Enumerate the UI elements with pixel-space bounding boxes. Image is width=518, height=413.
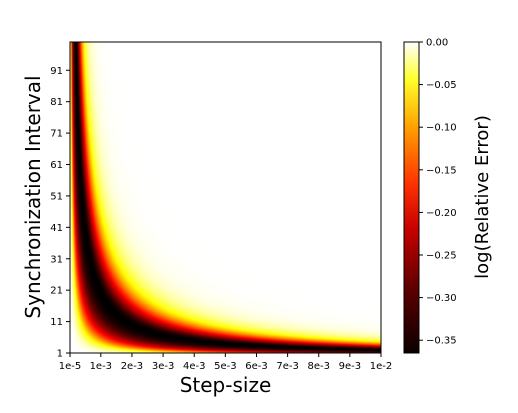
x-tick-label: 1e-2 bbox=[370, 361, 393, 372]
x-axis: 1e-5 1e-3 2e-3 3e-3 4e-3 5e-3 6e-3 7e-3 8e-3 9e-3… bbox=[59, 353, 393, 372]
x-tick-label: 1e-5 bbox=[59, 361, 82, 372]
colorbar: 0.00−0.05−0.10−0.15−0.20−0.25−0.30−0.35 … bbox=[403, 38, 493, 354]
plot-area bbox=[70, 42, 381, 353]
x-tick-label: 9e-3 bbox=[339, 361, 362, 372]
x-tick-label: 5e-3 bbox=[214, 361, 237, 372]
colorbar-label: log(Relative Error) bbox=[472, 115, 493, 279]
colorbar-ticks: 0.00 −0.05 −0.10 −0.15 −0.20 −0.25 −0.30 −0.35 bbox=[419, 38, 457, 347]
colorbar-tick-label: −0.15 bbox=[426, 165, 457, 176]
x-tick-label: 1e-3 bbox=[90, 361, 113, 372]
colorbar-tick-label: −0.30 bbox=[426, 293, 457, 304]
y-axis-label: Synchronization Interval bbox=[21, 75, 45, 318]
x-tick-label: 8e-3 bbox=[307, 361, 330, 372]
colorbar-tick-label: 0.00 bbox=[426, 38, 448, 49]
x-tick-label: 3e-3 bbox=[152, 361, 175, 372]
y-tick-label: 81 bbox=[50, 97, 63, 108]
y-tick-label: 1 bbox=[57, 349, 63, 360]
colorbar-gradient bbox=[403, 41, 420, 354]
y-tick-label: 51 bbox=[50, 191, 63, 202]
colorbar-tick-label: −0.10 bbox=[426, 123, 457, 134]
y-tick-label: 71 bbox=[50, 129, 63, 140]
colorbar-tick-label: −0.05 bbox=[426, 80, 457, 91]
colorbar-tick-label: −0.35 bbox=[426, 336, 457, 347]
y-tick-label: 31 bbox=[50, 254, 63, 265]
y-tick-label: 91 bbox=[50, 66, 63, 77]
x-axis-label: Step-size bbox=[180, 373, 272, 397]
x-tick-label: 2e-3 bbox=[121, 361, 144, 372]
y-tick-label: 11 bbox=[50, 317, 63, 328]
heatmap-image bbox=[70, 42, 381, 353]
y-tick-label: 21 bbox=[50, 286, 63, 297]
colorbar-tick-label: −0.25 bbox=[426, 251, 457, 262]
colorbar-tick-label: −0.20 bbox=[426, 208, 457, 219]
x-tick-label: 4e-3 bbox=[183, 361, 206, 372]
x-tick-label: 6e-3 bbox=[245, 361, 268, 372]
x-tick-label: 7e-3 bbox=[276, 361, 299, 372]
y-tick-label: 61 bbox=[50, 160, 63, 171]
y-tick-label: 41 bbox=[50, 223, 63, 234]
